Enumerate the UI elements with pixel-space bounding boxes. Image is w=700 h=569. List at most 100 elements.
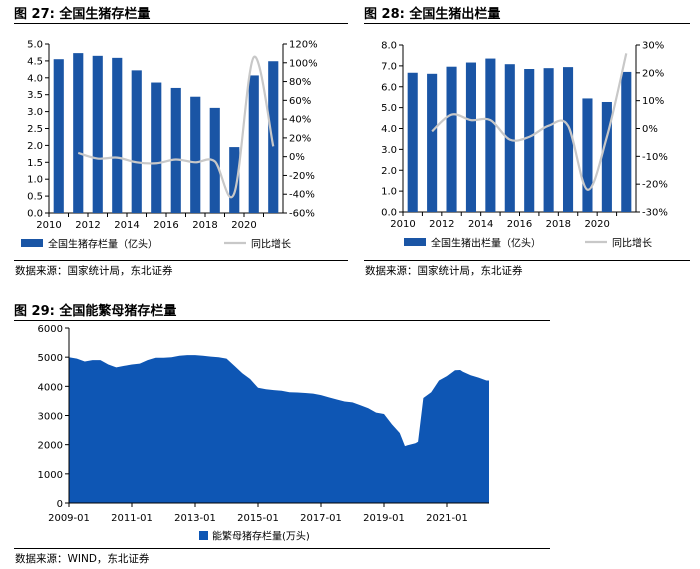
chart27-bar [53,59,64,214]
chart28-right-tick-label: -20% [642,180,668,191]
chart29-y-tick-label: 6000 [38,324,63,335]
chart27-right-tick-label: 60% [289,96,311,107]
chart27-right-tick-label: 0% [289,152,305,163]
chart28-bar [465,62,477,212]
chart27-x-tick-label: 2010 [36,220,61,231]
chart27-left-tick-label: 5.0 [27,40,43,51]
figure-27-title: 图 27: 全国生猪存栏量 [14,7,151,22]
chart28-bar [446,66,457,213]
chart27-x-tick-label: 2016 [153,220,178,231]
chart28-left-tick-label: 5.0 [381,103,397,114]
chart29-x-tick-label: 2009-01 [48,513,90,524]
chart27-bar [229,147,240,213]
chart28-legend-bar-swatch [404,238,426,246]
chart27-bar [73,53,84,213]
chart27-bar [170,87,181,213]
chart28-left-tick-label: 6.0 [381,82,397,93]
figure-29-bottom-rule [14,548,550,549]
chart27-growth-line [77,56,275,199]
chart28-legend-line-label: 同比增长 [612,237,652,250]
chart28-x-tick-label: 2016 [507,219,532,230]
chart28-growth-line [431,53,628,191]
figure-28-top-rule [364,23,690,24]
figure-27-source: 数据来源：国家统计局，东北证券 [15,265,173,277]
chart27-right-tick-label: 80% [289,77,311,88]
chart29-x-tick-label: 2011-01 [111,513,153,524]
chart27-right-tick-label: -60% [289,209,315,220]
chart29-x-tick-label: 2013-01 [174,513,216,524]
chart29-y-tick-label: 4000 [38,382,63,393]
chart27-right-tick-label: 20% [289,133,311,144]
chart27-left-tick-label: 3.0 [27,107,43,118]
chart27-legend-bar-swatch [21,239,43,247]
chart28-right-tick-label: -30% [642,208,668,219]
chart29-y-tick-label: 0 [57,499,63,510]
chart27-right-tick-label: 120% [289,40,318,51]
chart28-bar [485,58,496,212]
chart27-right-tick-label: 40% [289,115,311,126]
chart29-legend-swatch [199,531,208,540]
chart28-left-tick-label: 8.0 [381,41,397,52]
chart27-left-tick-label: 2.5 [27,124,43,135]
chart27-left-tick-label: 3.5 [27,90,43,101]
figure-27-bottom-rule [14,260,348,261]
chart28-bar [504,64,515,212]
chart27-left-tick-label: 2.0 [27,141,43,152]
chart28-x-tick-label: 2010 [390,219,415,230]
chart29-x-tick-label: 2017-01 [300,513,342,524]
chart27-x-tick-label: 2020 [231,220,256,231]
chart29-y-tick-label: 5000 [38,353,63,364]
chart29-y-tick-label: 2000 [38,441,63,452]
chart27-left-tick-label: 0.0 [27,209,43,220]
chart29-y-tick-label: 1000 [38,470,63,481]
figure-28-bottom-rule [364,260,690,261]
chart28-x-tick-label: 2014 [468,219,493,230]
figure-29-title: 图 29: 全国能繁母猪存栏量 [14,304,177,319]
chart27-right-tick-label: -40% [289,190,315,201]
chart28-left-tick-label: 4.0 [381,124,397,135]
chart28-left-tick-label: 2.0 [381,166,397,177]
chart28-right-tick-label: 10% [642,96,664,107]
chart28-x-tick-label: 2020 [584,219,609,230]
figure-29-top-rule [14,320,550,321]
chart28-bar [524,69,535,212]
chart27-left-tick-label: 1.0 [27,175,43,186]
chart28-left-tick-label: 3.0 [381,145,397,156]
chart27-bar [190,96,201,213]
chart29-area [69,355,489,503]
chart27-left-tick-label: 4.5 [27,56,43,67]
chart29-x-tick-label: 2019-01 [363,513,405,524]
chart28-bar [407,72,418,212]
chart28-bar [562,67,574,212]
chart28-bar [601,101,612,212]
chart27-x-tick-label: 2014 [114,220,139,231]
chart28-bar [621,71,632,213]
chart28-right-tick-label: -10% [642,152,668,163]
chart28-bar [427,73,438,213]
chart27-right-tick-label: 100% [289,58,318,69]
chart28-left-tick-label: 7.0 [381,61,397,72]
chart27-bar [248,75,259,214]
chart27-legend-line-label: 同比增长 [251,238,291,251]
chart28-left-tick-label: 0.0 [381,208,397,219]
chart27-left-tick-label: 1.5 [27,158,43,169]
chart27-x-tick-label: 2012 [75,220,100,231]
chart27-left-tick-label: 4.0 [27,73,43,84]
chart27-legend-bar-label: 全国生猪存栏量（亿头） [48,238,158,251]
chart27-bar [131,70,142,213]
chart28-bar [582,98,593,212]
chart27-bar [151,82,162,213]
chart27-x-tick-label: 2018 [192,220,217,231]
chart28-bar [543,68,554,212]
chart27-left-tick-label: 0.5 [27,192,43,203]
figure-28-title: 图 28: 全国生猪出栏量 [364,7,501,22]
chart28-x-tick-label: 2018 [546,219,571,230]
chart27-right-tick-label: -20% [289,171,315,182]
chart29-legend-label: 能繁母猪存栏量(万头) [212,530,310,543]
chart28-left-tick-label: 1.0 [381,187,397,198]
figure-28-source: 数据来源：国家统计局，东北证券 [365,265,523,277]
chart28-right-tick-label: 30% [642,41,664,52]
